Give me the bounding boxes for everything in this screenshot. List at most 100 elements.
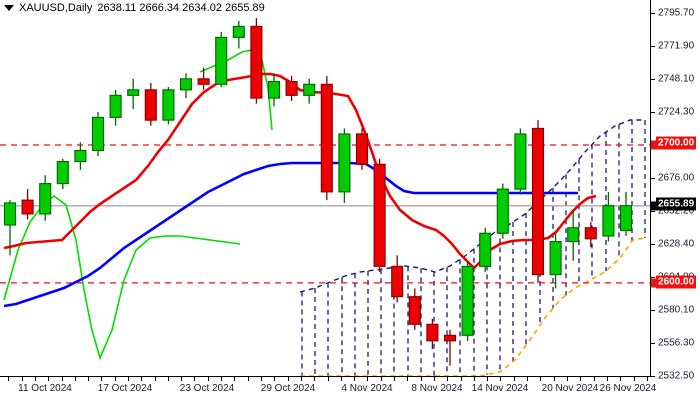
candlestick[interactable] bbox=[391, 255, 404, 303]
senkou-span-a-line bbox=[299, 119, 645, 293]
time-tick bbox=[540, 377, 541, 381]
time-tick bbox=[474, 377, 475, 381]
candlestick[interactable] bbox=[109, 89, 122, 126]
candle-body bbox=[461, 265, 474, 336]
candlestick[interactable] bbox=[179, 73, 193, 99]
candle-body bbox=[338, 133, 351, 193]
time-tick bbox=[407, 377, 408, 381]
candle-body bbox=[602, 205, 615, 237]
time-tick bbox=[221, 377, 222, 381]
time-tick bbox=[567, 377, 568, 381]
candlestick[interactable] bbox=[426, 318, 439, 350]
candlestick[interactable] bbox=[338, 128, 351, 203]
candlestick[interactable] bbox=[127, 78, 140, 110]
candle-body bbox=[567, 227, 580, 243]
candlestick[interactable] bbox=[619, 191, 633, 237]
candlestick[interactable] bbox=[408, 288, 421, 330]
price-axis[interactable]: 2795.70 2771.90 2748.10 2724.30 2700.00 2676.… bbox=[651, 0, 700, 382]
price-axis-label: 2795.70 bbox=[658, 7, 695, 19]
candlestick[interactable] bbox=[602, 191, 615, 242]
time-tick bbox=[22, 377, 23, 381]
time-axis: 11 Oct 2024 17 Oct 2024 23 Oct 2024 29 Oct … bbox=[0, 377, 656, 400]
candlestick[interactable] bbox=[39, 175, 52, 221]
senkou-span-b-line bbox=[300, 237, 646, 376]
time-tick bbox=[274, 377, 275, 381]
candle-body bbox=[179, 78, 193, 91]
candlestick[interactable] bbox=[514, 128, 527, 195]
candlestick[interactable] bbox=[567, 211, 580, 261]
candle-body bbox=[355, 133, 369, 165]
price-axis-label: 2580.10 bbox=[658, 304, 695, 316]
candlestick[interactable] bbox=[215, 31, 228, 88]
candlestick[interactable] bbox=[232, 20, 245, 49]
price-axis-label: 2676.00 bbox=[658, 172, 695, 184]
chart-header: XAUUSD,Daily 2638.11 2666.34 2634.02 265… bbox=[0, 0, 265, 16]
time-axis-label: 11 Oct 2024 bbox=[18, 383, 72, 394]
time-tick bbox=[434, 377, 435, 381]
candlestick[interactable] bbox=[3, 200, 17, 256]
candlestick[interactable] bbox=[197, 67, 210, 90]
price-tick bbox=[651, 343, 655, 344]
candle-body bbox=[584, 227, 597, 240]
candlestick[interactable] bbox=[320, 76, 333, 201]
candlestick[interactable] bbox=[496, 183, 509, 239]
candle-body bbox=[514, 133, 527, 190]
candlestick[interactable] bbox=[549, 233, 562, 289]
time-tick bbox=[248, 377, 249, 381]
time-axis-label: 29 Oct 2024 bbox=[260, 383, 316, 394]
price-axis-label: 2628.40 bbox=[658, 238, 695, 250]
time-tick bbox=[647, 377, 648, 381]
candlestick[interactable] bbox=[373, 158, 386, 272]
price-axis-label: 2724.30 bbox=[658, 106, 695, 118]
price-tick bbox=[651, 13, 655, 14]
caret-down-icon[interactable] bbox=[4, 5, 14, 11]
candlestick[interactable] bbox=[303, 78, 316, 104]
candlestick[interactable] bbox=[162, 87, 175, 125]
candlestick[interactable] bbox=[144, 82, 157, 126]
price-tick bbox=[651, 46, 655, 47]
candle-body bbox=[285, 80, 298, 96]
price-tick bbox=[651, 376, 655, 377]
candlestick[interactable] bbox=[56, 158, 69, 190]
time-tick bbox=[62, 377, 63, 381]
time-tick bbox=[421, 377, 422, 381]
time-tick bbox=[234, 377, 235, 381]
price-level-label[interactable]: 2600.00 bbox=[656, 275, 697, 289]
candlestick[interactable] bbox=[250, 18, 263, 104]
time-tick bbox=[208, 377, 209, 381]
candle-body bbox=[479, 232, 492, 267]
candlestick-svg bbox=[0, 18, 650, 376]
price-plot-area[interactable] bbox=[0, 0, 651, 377]
candlestick[interactable] bbox=[443, 329, 457, 366]
candlestick[interactable] bbox=[461, 260, 474, 341]
candle-body bbox=[215, 36, 228, 85]
candle-body bbox=[109, 94, 122, 118]
candlestick[interactable] bbox=[584, 222, 597, 248]
candlestick[interactable] bbox=[355, 128, 369, 170]
candle-body bbox=[549, 240, 562, 276]
candle-body bbox=[531, 127, 545, 276]
time-tick bbox=[75, 377, 76, 381]
candle-body bbox=[267, 80, 281, 99]
time-tick bbox=[594, 377, 595, 381]
ohlc-values: 2638.11 2666.34 2634.02 2655.89 bbox=[97, 2, 265, 14]
time-axis-label: 23 Oct 2024 bbox=[179, 383, 235, 394]
time-tick bbox=[48, 377, 49, 381]
candlestick[interactable] bbox=[531, 120, 545, 283]
candlestick[interactable] bbox=[91, 111, 105, 157]
candle-body bbox=[426, 323, 439, 342]
time-tick bbox=[394, 377, 395, 381]
candlestick[interactable] bbox=[267, 73, 281, 107]
time-tick bbox=[634, 377, 635, 381]
time-tick bbox=[8, 377, 9, 381]
time-axis-label: 4 Nov 2024 bbox=[341, 383, 393, 394]
candle-body bbox=[144, 89, 157, 121]
candlestick[interactable] bbox=[479, 227, 492, 272]
candlestick[interactable] bbox=[74, 142, 87, 170]
candlestick[interactable] bbox=[285, 76, 298, 101]
price-level-label[interactable]: 2700.00 bbox=[656, 136, 697, 150]
ma-green-line bbox=[3, 194, 241, 361]
current-price-label[interactable]: 2655.89 bbox=[656, 197, 697, 211]
candlestick[interactable] bbox=[21, 189, 34, 220]
time-tick bbox=[155, 377, 156, 381]
